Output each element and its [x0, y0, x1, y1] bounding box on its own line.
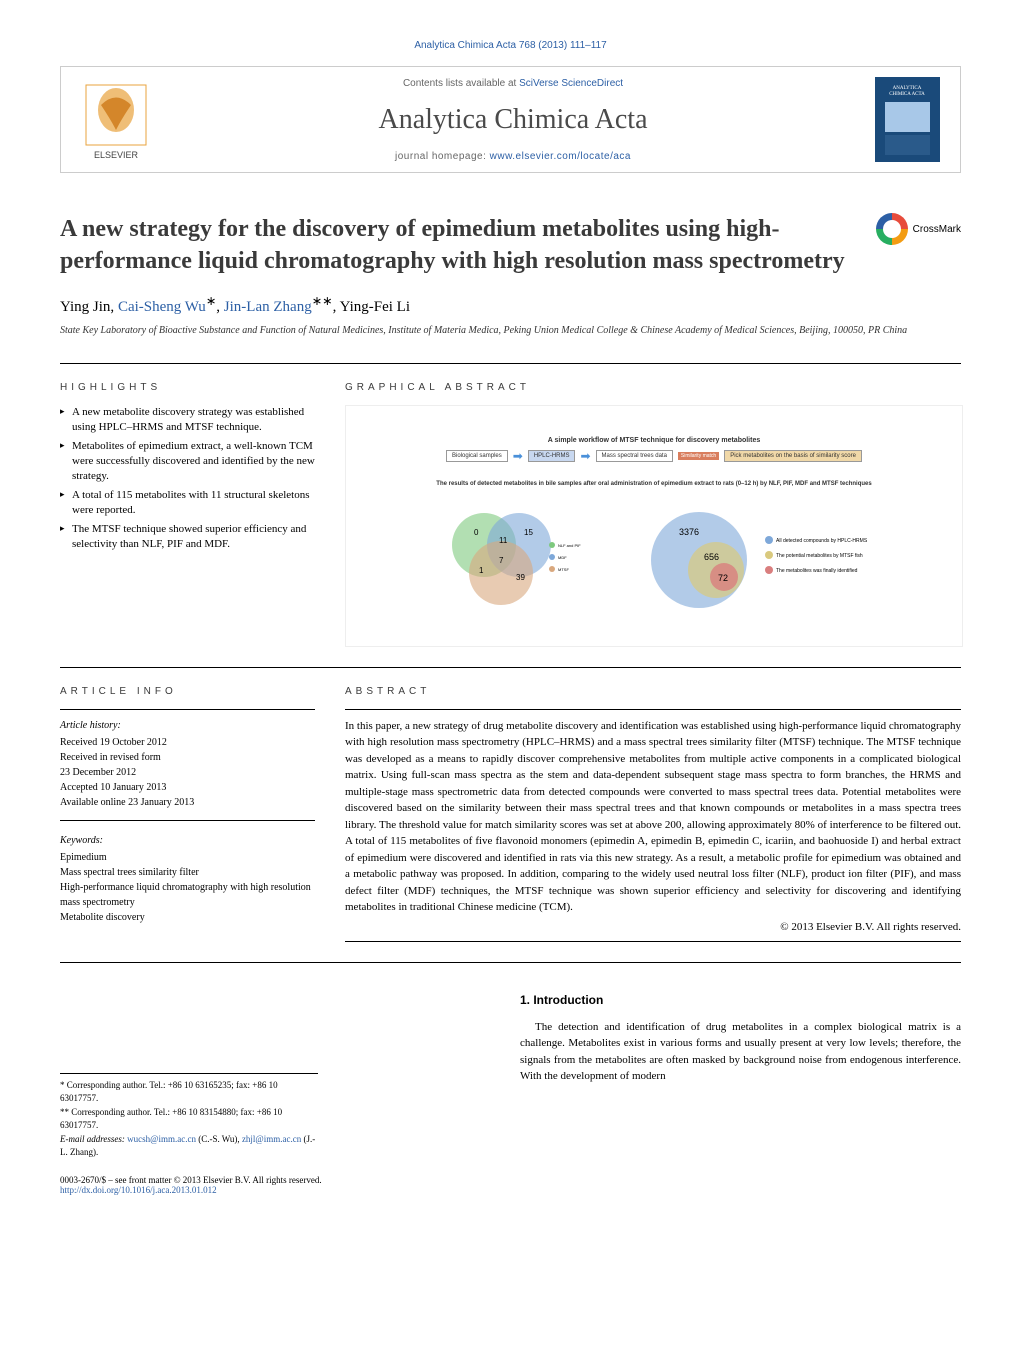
svg-text:ANALYTICA: ANALYTICA [893, 86, 922, 91]
keyword: High-performance liquid chromatography w… [60, 880, 315, 910]
history-item: Accepted 10 January 2013 [60, 780, 315, 795]
svg-text:CHIMICA ACTA: CHIMICA ACTA [889, 92, 925, 97]
doi-link[interactable]: http://dx.doi.org/10.1016/j.aca.2013.01.… [60, 1185, 217, 1195]
svg-text:3376: 3376 [679, 527, 699, 537]
svg-text:ELSEVIER: ELSEVIER [94, 150, 139, 160]
corresponding-author-note: ** Corresponding author. Tel.: +86 10 83… [60, 1106, 318, 1133]
svg-text:7: 7 [499, 556, 504, 565]
venn-left: 0 11 15 1 7 39 NLF and PIF MDF MTSF [434, 505, 604, 615]
corresponding-author-note: * Corresponding author. Tel.: +86 10 631… [60, 1079, 318, 1106]
sciencedirect-link[interactable]: SciVerse ScienceDirect [519, 78, 623, 89]
graphical-abstract-heading: GRAPHICAL ABSTRACT [345, 382, 961, 393]
divider [60, 667, 961, 668]
graphical-abstract-section: GRAPHICAL ABSTRACT A simple workflow of … [345, 382, 961, 647]
svg-text:39: 39 [516, 573, 525, 582]
authors: Ying Jin, Cai-Sheng Wu∗, Jin-Lan Zhang∗∗… [60, 293, 961, 316]
intro-heading: 1. Introduction [520, 993, 961, 1007]
keyword: Metabolite discovery [60, 910, 315, 925]
footer: 0003-2670/$ – see front matter © 2013 El… [60, 1175, 490, 1195]
venn-right: 3376 656 72 All detected compounds by HP… [644, 505, 874, 615]
copyright: © 2013 Elsevier B.V. All rights reserved… [345, 921, 961, 933]
journal-reference: Analytica Chimica Acta 768 (2013) 111–11… [60, 40, 961, 51]
affiliation: State Key Laboratory of Bioactive Substa… [60, 324, 961, 338]
article-history-head: Article history: [60, 718, 315, 733]
highlights-heading: HIGHLIGHTS [60, 382, 315, 393]
highlight-item: A new metabolite discovery strategy was … [60, 405, 315, 436]
svg-text:656: 656 [704, 552, 719, 562]
svg-text:0: 0 [474, 528, 479, 537]
crossmark-badge[interactable]: CrossMark [876, 213, 961, 245]
homepage-link[interactable]: www.elsevier.com/locate/aca [490, 151, 631, 162]
journal-name: Analytica Chimica Acta [171, 104, 855, 136]
journal-cover-thumb: ANALYTICA CHIMICA ACTA [875, 77, 940, 162]
email-link[interactable]: zhjl@imm.ac.cn [242, 1134, 301, 1144]
author-link[interactable]: Jin-Lan Zhang [224, 299, 312, 315]
crossmark-icon [876, 213, 908, 245]
svg-text:The metabolites was finally id: The metabolites was finally identified [776, 568, 858, 574]
elsevier-logo: ELSEVIER [81, 80, 151, 160]
svg-text:11: 11 [499, 536, 508, 545]
email-addresses: E-mail addresses: wucsh@imm.ac.cn (C.-S.… [60, 1133, 318, 1160]
highlight-item: The MTSF technique showed superior effic… [60, 522, 315, 553]
svg-text:15: 15 [524, 528, 533, 537]
contents-line: Contents lists available at SciVerse Sci… [171, 78, 855, 89]
footnotes: * Corresponding author. Tel.: +86 10 631… [60, 1073, 318, 1160]
svg-text:The potential metabolites by M: The potential metabolites by MTSF fish [776, 553, 863, 559]
article-title: A new strategy for the discovery of epim… [60, 213, 856, 278]
author-link[interactable]: Cai-Sheng Wu [118, 299, 206, 315]
intro-paragraph: The detection and identification of drug… [520, 1019, 961, 1085]
abstract-section: ABSTRACT In this paper, a new strategy o… [345, 686, 961, 942]
journal-header: ELSEVIER Contents lists available at Sci… [60, 66, 961, 173]
highlights-section: HIGHLIGHTS A new metabolite discovery st… [60, 382, 315, 647]
svg-text:1: 1 [479, 566, 484, 575]
history-item: Available online 23 January 2013 [60, 795, 315, 810]
issn-line: 0003-2670/$ – see front matter © 2013 El… [60, 1175, 490, 1185]
svg-text:All detected compounds by HPLC: All detected compounds by HPLC-HRMS [776, 538, 868, 544]
divider [60, 962, 961, 963]
svg-text:MTSF: MTSF [558, 567, 569, 572]
keywords-head: Keywords: [60, 833, 315, 848]
history-item: 23 December 2012 [60, 765, 315, 780]
highlight-item: Metabolites of epimedium extract, a well… [60, 439, 315, 485]
abstract-text: In this paper, a new strategy of drug me… [345, 718, 961, 916]
svg-text:72: 72 [718, 573, 728, 583]
article-info-heading: ARTICLE INFO [60, 686, 315, 697]
history-item: Received 19 October 2012 [60, 735, 315, 750]
highlight-item: A total of 115 metabolites with 11 struc… [60, 488, 315, 519]
email-link[interactable]: wucsh@imm.ac.cn [127, 1134, 196, 1144]
graphical-abstract-figure: A simple workflow of MTSF technique for … [345, 405, 963, 647]
homepage-line: journal homepage: www.elsevier.com/locat… [171, 151, 855, 162]
abstract-heading: ABSTRACT [345, 686, 961, 697]
svg-text:NLF and PIF: NLF and PIF [558, 543, 581, 548]
svg-text:MDF: MDF [558, 555, 567, 560]
keyword: Mass spectral trees similarity filter [60, 865, 315, 880]
divider [60, 363, 961, 364]
keyword: Epimedium [60, 850, 315, 865]
article-info-section: ARTICLE INFO Article history: Received 1… [60, 686, 315, 942]
history-item: Received in revised form [60, 750, 315, 765]
